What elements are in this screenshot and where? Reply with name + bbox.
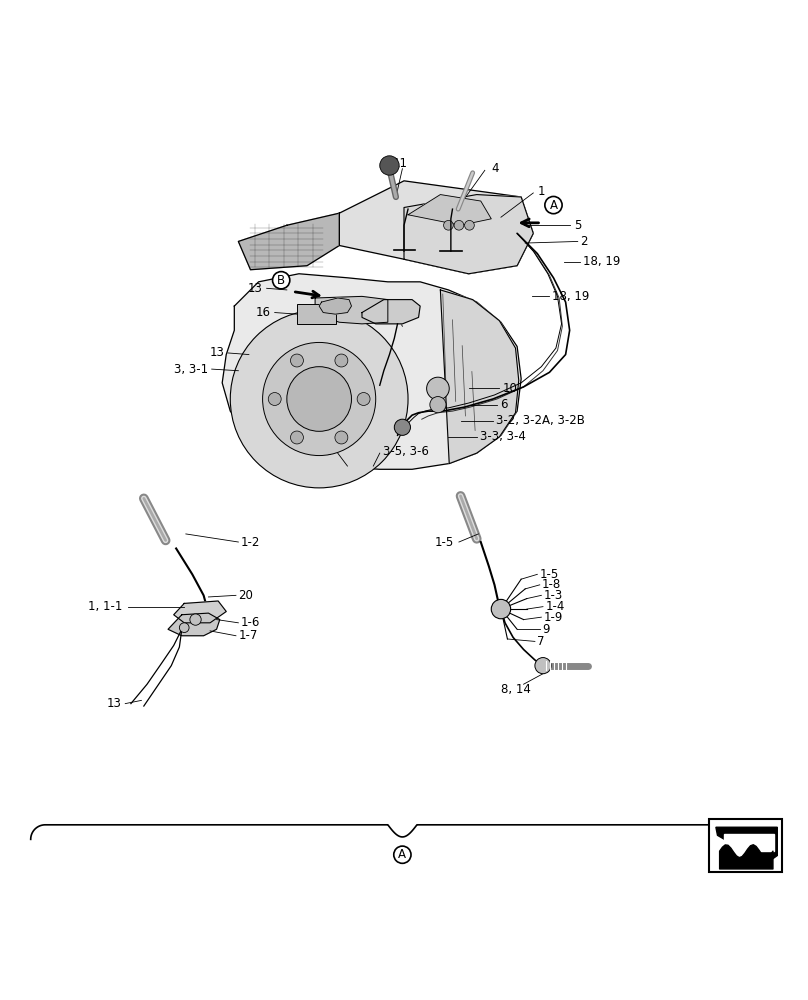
Circle shape bbox=[427, 377, 449, 400]
Text: 2: 2 bbox=[580, 235, 587, 248]
Polygon shape bbox=[238, 213, 339, 270]
Polygon shape bbox=[222, 274, 521, 469]
Circle shape bbox=[535, 658, 551, 674]
Circle shape bbox=[394, 419, 410, 435]
Text: 1, 1-1: 1, 1-1 bbox=[88, 600, 123, 613]
Text: 18, 19: 18, 19 bbox=[552, 290, 589, 303]
Text: 3, 3-1: 3, 3-1 bbox=[175, 363, 208, 376]
Text: 13: 13 bbox=[210, 346, 225, 359]
Text: A: A bbox=[398, 848, 406, 861]
Text: 7: 7 bbox=[537, 635, 545, 648]
Text: 8, 14: 8, 14 bbox=[501, 683, 530, 696]
Bar bbox=[709, 819, 782, 872]
Circle shape bbox=[430, 397, 446, 413]
Circle shape bbox=[335, 431, 347, 444]
Circle shape bbox=[291, 431, 304, 444]
Polygon shape bbox=[716, 827, 777, 864]
Text: 5: 5 bbox=[574, 219, 581, 232]
Circle shape bbox=[287, 367, 351, 431]
FancyBboxPatch shape bbox=[297, 304, 336, 324]
Bar bbox=[712, 822, 780, 869]
Circle shape bbox=[491, 599, 511, 619]
Text: 11: 11 bbox=[393, 157, 407, 170]
Circle shape bbox=[263, 342, 376, 456]
Text: 12: 12 bbox=[318, 445, 333, 458]
Circle shape bbox=[179, 623, 189, 633]
Text: 1-5: 1-5 bbox=[540, 568, 559, 581]
Text: 13: 13 bbox=[107, 697, 121, 710]
Text: 13: 13 bbox=[248, 282, 263, 295]
Circle shape bbox=[380, 156, 399, 175]
Text: 10: 10 bbox=[503, 382, 517, 395]
Text: 20: 20 bbox=[238, 589, 253, 602]
Polygon shape bbox=[362, 300, 420, 324]
Text: 3-3, 3-4: 3-3, 3-4 bbox=[480, 430, 526, 443]
Text: 18, 19: 18, 19 bbox=[583, 255, 621, 268]
Text: B: B bbox=[277, 274, 285, 287]
Text: 1-3: 1-3 bbox=[544, 589, 563, 602]
Polygon shape bbox=[440, 290, 519, 464]
Text: 1-7: 1-7 bbox=[238, 629, 258, 642]
Text: 6: 6 bbox=[500, 398, 507, 411]
Polygon shape bbox=[315, 296, 388, 324]
Circle shape bbox=[190, 614, 201, 625]
Circle shape bbox=[444, 220, 453, 230]
Circle shape bbox=[291, 354, 304, 367]
Circle shape bbox=[465, 220, 474, 230]
Text: 1: 1 bbox=[537, 185, 545, 198]
Text: 4: 4 bbox=[491, 162, 499, 175]
Text: 1-2: 1-2 bbox=[241, 536, 260, 549]
Text: 1-6: 1-6 bbox=[241, 616, 260, 629]
Polygon shape bbox=[319, 298, 351, 314]
Polygon shape bbox=[724, 834, 774, 851]
Text: 1-8: 1-8 bbox=[542, 578, 562, 591]
Polygon shape bbox=[174, 601, 226, 623]
Polygon shape bbox=[404, 195, 533, 274]
Text: 1-5: 1-5 bbox=[435, 536, 454, 549]
Text: 15: 15 bbox=[378, 306, 393, 319]
Text: 9: 9 bbox=[542, 623, 549, 636]
Polygon shape bbox=[408, 195, 491, 225]
Polygon shape bbox=[339, 181, 533, 274]
Text: 1-9: 1-9 bbox=[544, 611, 563, 624]
Circle shape bbox=[454, 220, 464, 230]
Circle shape bbox=[230, 310, 408, 488]
Circle shape bbox=[335, 354, 348, 367]
Polygon shape bbox=[168, 613, 220, 636]
Circle shape bbox=[357, 393, 370, 405]
Circle shape bbox=[268, 393, 281, 405]
Text: 16: 16 bbox=[255, 306, 271, 319]
Text: A: A bbox=[549, 199, 558, 212]
Text: 3-2, 3-2A, 3-2B: 3-2, 3-2A, 3-2B bbox=[496, 414, 585, 427]
Text: 3-5, 3-6: 3-5, 3-6 bbox=[383, 445, 429, 458]
Text: 1-4: 1-4 bbox=[545, 600, 565, 613]
